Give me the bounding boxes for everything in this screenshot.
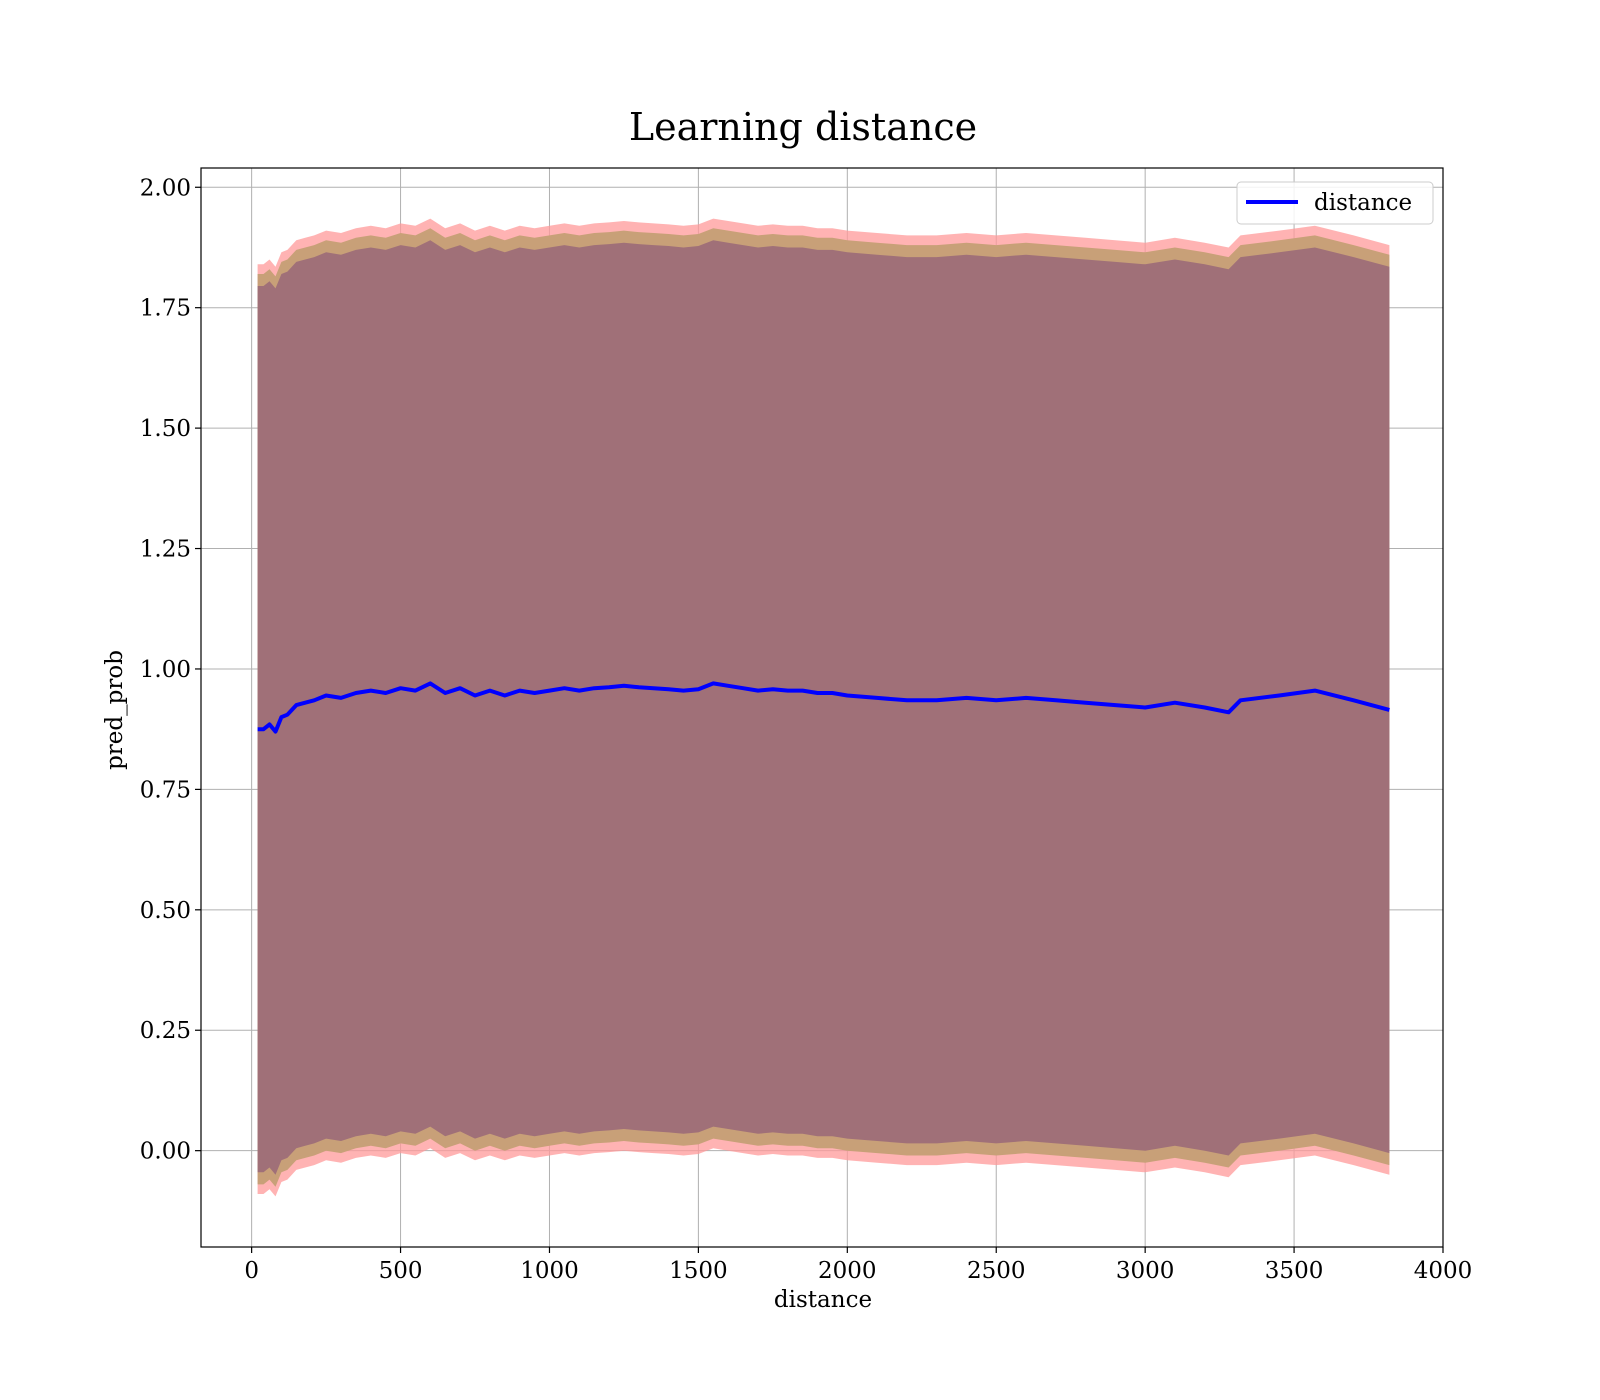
y-tick-label: 0.25	[140, 1018, 191, 1044]
x-axis-ticks: 0 500 1000 1500 2000 2500 3000 3500 4000	[244, 1247, 1472, 1284]
y-tick-label: 1.25	[140, 537, 191, 563]
y-tick-label: 2.00	[140, 175, 191, 201]
confidence-bands	[257, 218, 1390, 1197]
x-axis-label: distance	[774, 1287, 872, 1313]
y-tick-label: 0.50	[140, 898, 191, 924]
y-tick-label: 1.00	[140, 657, 191, 683]
legend: distance	[1236, 181, 1434, 225]
plot-frame	[200, 167, 1444, 1248]
x-tick-label: 1000	[520, 1258, 579, 1284]
chart-title: Learning distance	[629, 105, 977, 149]
y-tick-label: 0.75	[140, 777, 191, 803]
legend-label-distance: distance	[1314, 190, 1412, 216]
x-tick-label: 0	[244, 1258, 259, 1284]
band-inner	[257, 240, 1390, 1175]
x-tick-label: 3000	[1116, 1258, 1175, 1284]
legend-box	[1236, 181, 1434, 225]
y-tick-label: 1.75	[140, 296, 191, 322]
y-axis-label: pred_prob	[102, 650, 128, 770]
series-line-distance	[257, 681, 1390, 734]
x-tick-label: 4000	[1414, 1258, 1473, 1284]
y-axis-ticks: 0.00 0.25 0.50 0.75 1.00 1.25 1.50 1.75 2.00	[140, 175, 201, 1165]
y-tick-label: 1.50	[140, 416, 191, 442]
x-tick-label: 3500	[1265, 1258, 1324, 1284]
y-tick-label: 0.00	[140, 1139, 191, 1165]
x-tick-label: 2500	[967, 1258, 1026, 1284]
x-tick-label: 2000	[818, 1258, 877, 1284]
series-lines	[257, 681, 1390, 734]
x-tick-label: 500	[379, 1258, 423, 1284]
x-tick-label: 1500	[669, 1258, 728, 1284]
